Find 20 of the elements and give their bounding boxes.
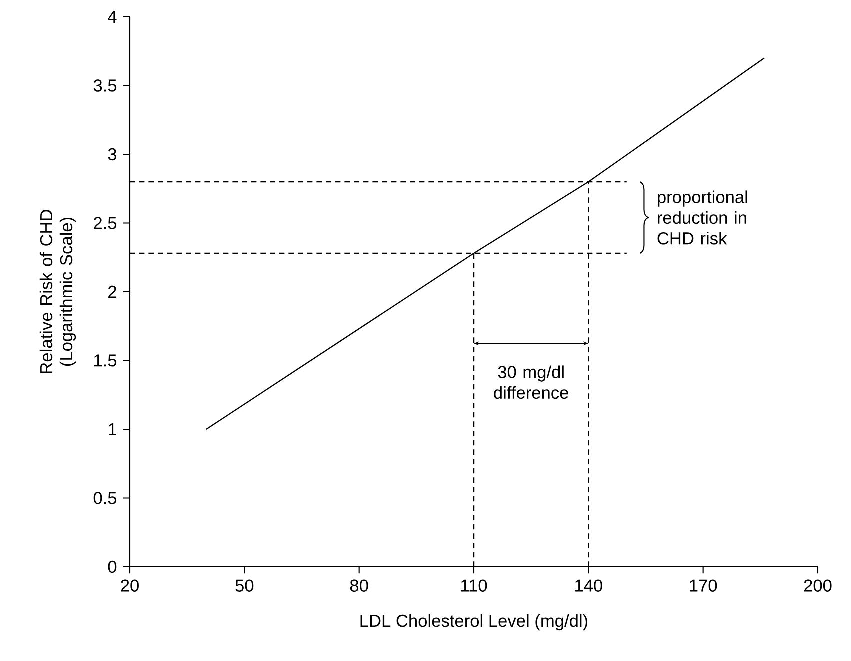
y-tick-label: 4 bbox=[108, 11, 117, 23]
y-tick-label: 1 bbox=[108, 424, 116, 436]
x-tick-label: 20 bbox=[121, 580, 139, 592]
x-tick-label: 50 bbox=[236, 580, 254, 592]
x-tick-label: 140 bbox=[576, 580, 602, 592]
y-tick-label: 2 bbox=[108, 286, 116, 298]
y-tick-label: 3 bbox=[108, 148, 117, 161]
annotation: 30 mg/dl difference bbox=[494, 366, 568, 400]
y-tick-label: 0.5 bbox=[94, 492, 117, 504]
annotation: proportional reduction in CHD risk bbox=[658, 190, 748, 245]
x-tick-label: 80 bbox=[350, 580, 368, 592]
y-tick-label: 0 bbox=[108, 560, 117, 574]
y-tick-label: 1.5 bbox=[94, 354, 117, 367]
x-tick-label: 200 bbox=[804, 580, 832, 592]
y-axis-title: Relative Risk of CHD (Logarithmic Scale) bbox=[40, 210, 76, 374]
x-axis-title: LDL Cholesterol Level (mg/dl) bbox=[360, 614, 588, 631]
y-tick-label: 2.5 bbox=[94, 217, 117, 230]
y-tick-label: 3.5 bbox=[94, 80, 117, 92]
x-tick-label: 170 bbox=[690, 580, 718, 592]
x-tick-label: 110 bbox=[462, 580, 488, 592]
